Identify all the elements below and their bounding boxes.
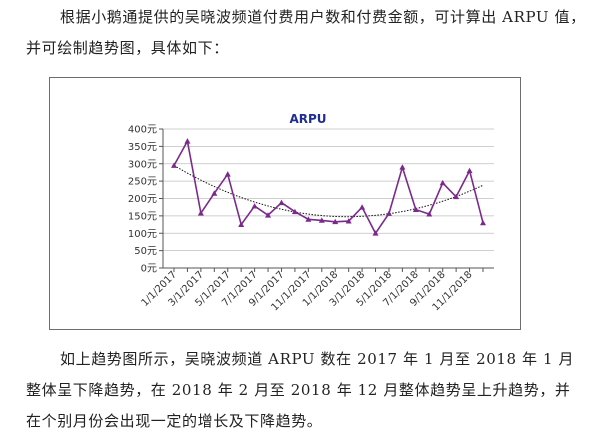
data-point [251,203,258,209]
y-tick-label: 100元 [128,229,157,240]
data-point [480,219,486,226]
data-point [332,218,339,225]
gridlines [163,128,494,252]
data-point [318,217,325,223]
data-point [291,208,298,215]
data-point [372,230,379,236]
data-point [197,210,204,216]
y-tick-label: 300元 [128,159,157,170]
x-axis-ticks: 1/1/20173/1/20175/1/20177/1/20179/1/2017… [140,269,475,313]
y-tick-label: 0元 [141,264,157,275]
axes [159,128,494,272]
series-line-arpu [173,138,484,235]
data-point [453,193,460,200]
data-point [412,206,419,213]
trendline [173,165,484,218]
data-point [439,179,446,186]
series-layer [171,138,486,236]
y-tick-label: 350元 [128,142,157,153]
analysis-paragraph: 如上趋势图所示，吴晓波频道 ARPU 数在 2017 年 1 月至 2018 年… [26,350,575,430]
data-point [345,218,352,224]
y-axis-ticks: 0元 50元 100元 150元 200元 250元 300元 350元 400元 [128,125,157,275]
arpu-chart: ARPU 0元 50元 100元 150元 200元 250元 300元 350元 400元 1… [49,77,521,330]
intro-paragraph: 根据小鹅通提供的吴晓波频道付费用户数和付费金额，可计算出 ARPU 值，并可绘制… [26,8,586,57]
data-point [305,216,312,222]
data-point [238,221,245,227]
y-tick-label: 50元 [134,246,157,257]
data-point [224,171,231,177]
data-point [278,199,285,206]
chart-canvas: ARPU 0元 50元 100元 150元 200元 250元 300元 350元 400元 1… [128,112,494,313]
data-point [211,190,218,196]
data-point [466,167,473,174]
data-point [359,204,366,210]
trendline-layer [173,165,484,218]
data-point [385,210,392,216]
data-point [399,164,406,170]
data-point [265,212,272,218]
y-tick-label: 400元 [128,125,157,136]
y-tick-label: 250元 [128,177,157,188]
chart-title: ARPU [289,112,326,126]
data-point [184,138,191,144]
data-point [171,162,177,168]
data-point [426,211,433,217]
y-tick-label: 200元 [128,194,157,205]
y-tick-label: 150元 [128,211,157,222]
